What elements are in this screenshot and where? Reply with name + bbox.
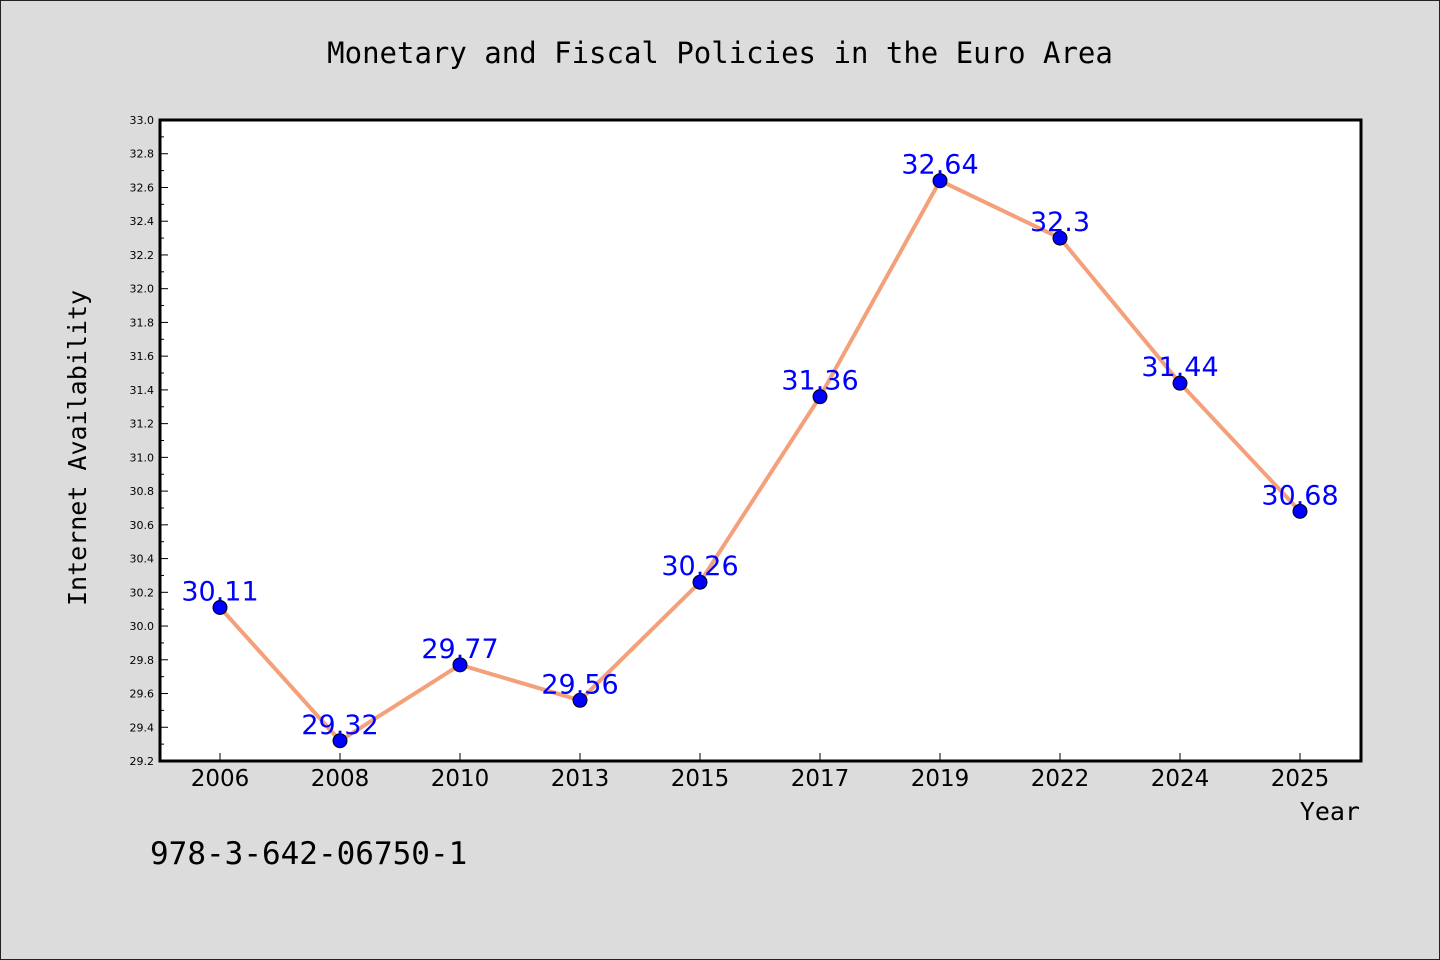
data-point <box>332 733 348 749</box>
x-tick-label: 2024 <box>1151 766 1210 792</box>
y-tick-label: 29.2 <box>130 755 155 768</box>
x-tick-label: 2025 <box>1271 766 1330 792</box>
x-tick-label: 2015 <box>671 766 730 792</box>
series-group: 30.11 29.32 29.77 29.56 30.26 31.36 32.64 32.3 3… <box>181 150 1339 749</box>
isbn-text: 978-3-642-06750-1 <box>150 836 467 872</box>
data-point <box>1172 375 1188 391</box>
x-tick-label: 2010 <box>431 766 490 792</box>
y-tick-label: 31.0 <box>130 451 155 464</box>
y-tick-label: 31.8 <box>130 316 155 329</box>
x-tick-label: 2019 <box>911 766 970 792</box>
x-tick-label: 2006 <box>191 766 250 792</box>
data-point <box>452 657 468 673</box>
data-point <box>212 599 228 615</box>
y-tick-label: 29.6 <box>130 688 155 701</box>
y-tick-label: 30.8 <box>130 485 155 498</box>
data-point <box>572 692 588 708</box>
y-tick-label: 31.2 <box>130 418 155 431</box>
x-tick-label: 2013 <box>551 766 610 792</box>
data-label: 32.3 <box>1030 207 1090 238</box>
y-tick-label: 32.2 <box>130 249 155 262</box>
plot-area <box>158 118 1363 763</box>
chart-title: Monetary and Fiscal Policies in the Euro… <box>327 36 1113 70</box>
y-tick-label: 32.8 <box>130 148 155 161</box>
y-tick-label: 30.6 <box>130 519 155 532</box>
y-tick-label: 30.2 <box>130 586 155 599</box>
y-axis: 29.2 29.4 29.6 29.8 30.0 30.2 30.4 30.6 30.8 31.0… <box>130 114 168 768</box>
data-label: 29.56 <box>541 669 618 700</box>
data-label: 31.44 <box>1141 352 1218 383</box>
data-label: 30.68 <box>1261 480 1338 511</box>
y-tick-label: 32.4 <box>130 215 155 228</box>
data-point <box>1292 503 1308 519</box>
data-label: 30.26 <box>661 551 738 582</box>
y-tick-label: 29.8 <box>130 654 155 667</box>
data-point <box>932 173 948 189</box>
y-tick-label: 31.6 <box>130 350 155 363</box>
data-point <box>692 574 708 590</box>
data-label: 29.32 <box>301 710 378 741</box>
y-tick-label: 30.0 <box>130 620 155 633</box>
y-tick-label: 30.4 <box>130 553 155 566</box>
x-axis-label: Year <box>1300 797 1360 826</box>
data-label: 29.77 <box>421 634 498 665</box>
x-tick-label: 2008 <box>311 766 370 792</box>
series-line <box>218 178 1302 743</box>
x-tick-label: 2017 <box>791 766 850 792</box>
y-tick-label: 32.0 <box>130 283 155 296</box>
x-tick-label: 2022 <box>1031 766 1090 792</box>
y-tick-label: 32.6 <box>130 181 155 194</box>
y-axis-label: Internet Availability <box>63 290 92 606</box>
data-point <box>1052 230 1068 246</box>
x-axis: 2006 2008 2010 2013 2015 2017 2019 2022 2024 2025 <box>191 753 1330 792</box>
data-point <box>812 389 828 405</box>
y-tick-label: 33.0 <box>130 114 155 127</box>
y-tick-label: 29.4 <box>130 721 155 734</box>
data-label: 31.36 <box>781 366 858 397</box>
y-tick-label: 31.4 <box>130 384 155 397</box>
data-label: 30.11 <box>181 576 258 607</box>
data-label: 32.64 <box>901 150 978 181</box>
